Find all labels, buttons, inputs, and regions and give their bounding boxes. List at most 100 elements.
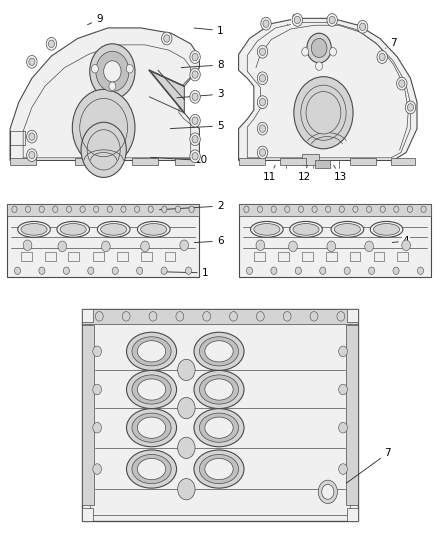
Circle shape bbox=[134, 206, 140, 213]
Bar bbox=[165, 252, 176, 261]
Circle shape bbox=[192, 152, 198, 160]
Circle shape bbox=[12, 206, 17, 213]
Ellipse shape bbox=[199, 337, 239, 366]
Circle shape bbox=[190, 51, 200, 63]
Polygon shape bbox=[149, 70, 184, 113]
Circle shape bbox=[417, 267, 424, 274]
Ellipse shape bbox=[251, 221, 283, 237]
Circle shape bbox=[271, 267, 277, 274]
Bar bbox=[350, 252, 360, 261]
Circle shape bbox=[189, 206, 194, 213]
Polygon shape bbox=[239, 18, 417, 160]
Bar bbox=[82, 309, 358, 521]
Ellipse shape bbox=[21, 223, 47, 235]
Circle shape bbox=[64, 267, 69, 274]
Circle shape bbox=[367, 206, 372, 213]
Bar bbox=[280, 158, 306, 165]
Ellipse shape bbox=[138, 379, 166, 400]
Circle shape bbox=[285, 206, 290, 213]
Bar bbox=[347, 508, 358, 521]
Circle shape bbox=[329, 16, 335, 23]
Ellipse shape bbox=[60, 223, 86, 235]
Circle shape bbox=[298, 206, 304, 213]
Circle shape bbox=[357, 20, 368, 33]
Circle shape bbox=[162, 206, 167, 213]
Ellipse shape bbox=[194, 450, 244, 488]
Text: 7: 7 bbox=[385, 38, 396, 49]
Circle shape bbox=[175, 206, 180, 213]
Circle shape bbox=[180, 240, 188, 251]
Ellipse shape bbox=[254, 223, 280, 235]
Ellipse shape bbox=[194, 409, 244, 447]
Circle shape bbox=[109, 82, 116, 91]
Circle shape bbox=[393, 267, 399, 274]
Ellipse shape bbox=[18, 221, 50, 237]
Ellipse shape bbox=[205, 379, 233, 400]
Text: 4: 4 bbox=[392, 236, 410, 246]
Circle shape bbox=[203, 312, 211, 321]
Circle shape bbox=[257, 122, 268, 135]
Ellipse shape bbox=[374, 223, 399, 235]
Bar bbox=[397, 252, 408, 261]
Text: 10: 10 bbox=[151, 156, 208, 165]
Ellipse shape bbox=[205, 341, 233, 362]
Bar bbox=[75, 158, 102, 165]
Circle shape bbox=[178, 359, 195, 381]
Ellipse shape bbox=[205, 458, 233, 480]
Circle shape bbox=[149, 312, 157, 321]
Bar bbox=[302, 252, 313, 261]
Bar bbox=[132, 158, 158, 165]
Circle shape bbox=[365, 241, 374, 252]
Circle shape bbox=[93, 346, 102, 357]
Ellipse shape bbox=[101, 223, 127, 235]
Circle shape bbox=[421, 206, 426, 213]
Circle shape bbox=[93, 422, 102, 433]
Bar bbox=[315, 160, 330, 168]
Circle shape bbox=[339, 422, 347, 433]
Text: 3: 3 bbox=[177, 89, 224, 99]
Bar bbox=[7, 204, 199, 216]
Text: 1: 1 bbox=[194, 26, 224, 36]
Circle shape bbox=[121, 206, 126, 213]
Circle shape bbox=[48, 40, 54, 47]
Circle shape bbox=[380, 206, 385, 213]
Polygon shape bbox=[10, 28, 199, 160]
Circle shape bbox=[190, 133, 200, 146]
Circle shape bbox=[259, 48, 265, 55]
Bar bbox=[254, 252, 265, 261]
Circle shape bbox=[327, 241, 336, 252]
Bar bbox=[45, 252, 56, 261]
Text: 13: 13 bbox=[334, 165, 347, 182]
Ellipse shape bbox=[141, 223, 167, 235]
Circle shape bbox=[141, 241, 149, 252]
Bar bbox=[176, 158, 199, 165]
Circle shape bbox=[311, 38, 327, 58]
Text: 5: 5 bbox=[170, 121, 224, 131]
Circle shape bbox=[244, 206, 249, 213]
Circle shape bbox=[95, 312, 103, 321]
Circle shape bbox=[80, 206, 85, 213]
Bar bbox=[391, 158, 415, 165]
Circle shape bbox=[396, 77, 407, 90]
Bar bbox=[90, 316, 350, 515]
Circle shape bbox=[339, 464, 347, 474]
Ellipse shape bbox=[138, 417, 166, 438]
Circle shape bbox=[178, 437, 195, 458]
Circle shape bbox=[259, 125, 265, 132]
Text: 11: 11 bbox=[263, 165, 276, 182]
Circle shape bbox=[93, 464, 102, 474]
Circle shape bbox=[377, 51, 388, 63]
Ellipse shape bbox=[199, 455, 239, 483]
Bar bbox=[82, 325, 94, 505]
Circle shape bbox=[164, 35, 170, 42]
Ellipse shape bbox=[370, 221, 403, 237]
Circle shape bbox=[27, 149, 37, 161]
Circle shape bbox=[102, 241, 110, 252]
Bar bbox=[346, 325, 358, 505]
Circle shape bbox=[92, 64, 99, 73]
Circle shape bbox=[405, 101, 416, 114]
Circle shape bbox=[310, 312, 318, 321]
Circle shape bbox=[318, 480, 337, 504]
Circle shape bbox=[94, 206, 99, 213]
Circle shape bbox=[306, 92, 341, 134]
